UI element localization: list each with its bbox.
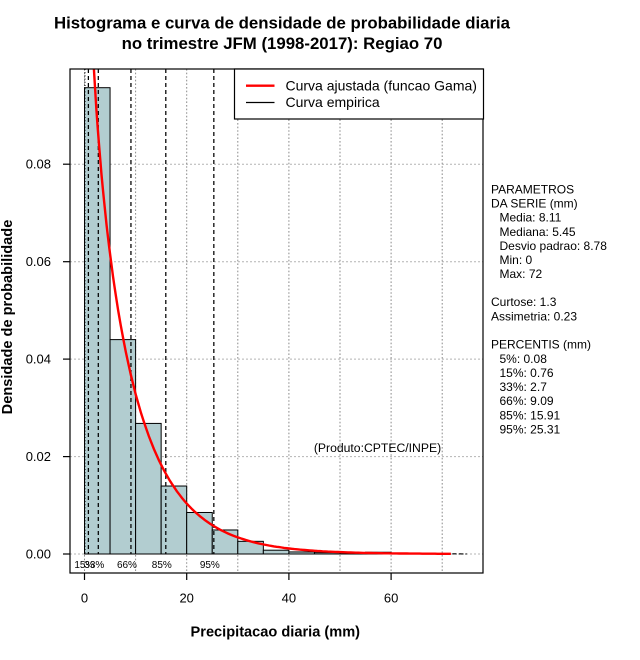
svg-text:Max: 72: Max: 72 <box>500 267 543 281</box>
svg-text:66%: 9.09: 66%: 9.09 <box>500 394 554 408</box>
svg-text:Mediana: 5.45: Mediana: 5.45 <box>500 225 576 239</box>
svg-text:0: 0 <box>81 591 88 606</box>
svg-text:Precipitacao diaria (mm): Precipitacao diaria (mm) <box>191 624 361 640</box>
svg-text:95%: 25.31: 95%: 25.31 <box>500 422 561 436</box>
svg-text:PERCENTIS (mm): PERCENTIS (mm) <box>491 337 591 351</box>
svg-text:PARAMETROS: PARAMETROS <box>491 183 574 197</box>
svg-text:33%: 2.7: 33%: 2.7 <box>500 380 548 394</box>
svg-text:Media: 8.11: Media: 8.11 <box>500 211 562 225</box>
svg-text:15%: 0.76: 15%: 0.76 <box>500 366 554 380</box>
svg-text:5%: 0.08: 5%: 0.08 <box>500 352 548 366</box>
svg-text:0.08: 0.08 <box>26 157 51 172</box>
svg-text:Densidade de probabilidade: Densidade de probabilidade <box>0 220 16 415</box>
svg-text:0.04: 0.04 <box>26 352 51 367</box>
svg-text:no trimestre JFM (1998-2017):: no trimestre JFM (1998-2017): Regiao 70 <box>122 34 443 53</box>
svg-text:85%: 15.91: 85%: 15.91 <box>500 408 561 422</box>
svg-text:Curtose: 1.3: Curtose: 1.3 <box>491 295 557 309</box>
svg-text:(Produto:CPTEC/INPE): (Produto:CPTEC/INPE) <box>314 441 441 455</box>
svg-text:0.02: 0.02 <box>26 449 51 464</box>
svg-text:20: 20 <box>179 591 193 606</box>
svg-text:Curva empirica: Curva empirica <box>286 94 380 110</box>
svg-text:Curva ajustada (funcao Gama): Curva ajustada (funcao Gama) <box>286 78 477 94</box>
svg-text:15%: 15% <box>74 560 94 571</box>
svg-text:0.00: 0.00 <box>26 547 51 562</box>
svg-text:DA SERIE (mm): DA SERIE (mm) <box>491 197 578 211</box>
svg-text:Desvio padrao: 8.78: Desvio padrao: 8.78 <box>500 239 608 253</box>
svg-text:Histograma e curva de densidad: Histograma e curva de densidade de proba… <box>54 14 511 33</box>
svg-text:66%: 66% <box>117 560 137 571</box>
svg-text:0.06: 0.06 <box>26 254 51 269</box>
svg-text:Min: 0: Min: 0 <box>500 253 533 267</box>
svg-text:85%: 85% <box>152 560 172 571</box>
svg-text:33%: 33% <box>84 560 104 571</box>
svg-text:Assimetria: 0.23: Assimetria: 0.23 <box>491 309 577 323</box>
svg-text:40: 40 <box>282 591 296 606</box>
svg-text:60: 60 <box>384 591 398 606</box>
svg-text:95%: 95% <box>200 560 220 571</box>
